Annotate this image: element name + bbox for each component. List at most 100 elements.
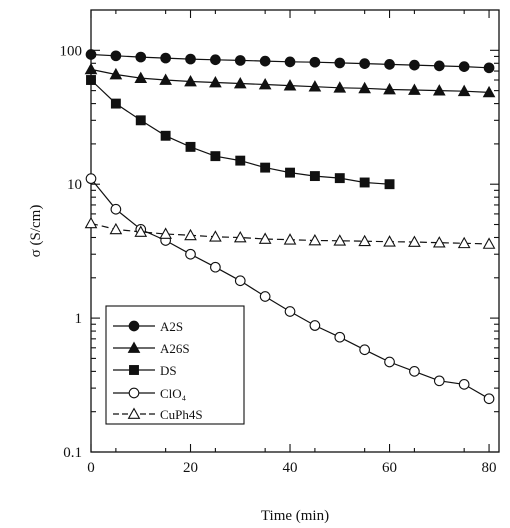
series-cuph4s-point [358, 234, 371, 247]
legend-a26s-label: A26S [160, 341, 190, 356]
series-ds-point [160, 130, 171, 141]
series-a2s-point [110, 50, 122, 62]
y-axis-label: σ (S/cm) [28, 205, 44, 258]
series-a26s-point [209, 75, 222, 88]
series-a2s-point [483, 62, 495, 74]
series-clo-point [384, 356, 395, 368]
series-a2s-point [433, 60, 445, 72]
series-a2s-point [185, 53, 196, 65]
series-cuph4s-point [233, 230, 247, 243]
series-a26s-point [134, 71, 148, 83]
series-a2s-point [210, 54, 221, 66]
series-clo-point [110, 203, 122, 215]
series-clo-point [359, 344, 371, 356]
series-a2s-point [234, 55, 246, 66]
series-a2s-point [359, 58, 371, 69]
series-cuph4s-point [308, 233, 322, 246]
series-clo-point [309, 320, 321, 331]
series-ds-point [110, 98, 121, 109]
series-clo-point [458, 379, 470, 390]
series-a2s-point [160, 52, 171, 64]
y-tick-label: 10 [67, 177, 82, 193]
series-a2s-point [458, 61, 470, 72]
x-tick-label: 0 [87, 460, 95, 476]
series-a26s-point [432, 84, 446, 96]
series-a26s-point [457, 84, 471, 97]
series-cuph4s-point [457, 236, 471, 249]
series-a26s-point [383, 82, 396, 95]
series-a2s-point [259, 55, 271, 67]
series-clo-point [234, 275, 246, 287]
legend-a2s-marker [128, 320, 140, 332]
legend-a2s-label: A2S [160, 319, 183, 334]
series-clo-point [185, 248, 196, 260]
x-axis-label: Time (min) [261, 508, 329, 524]
legend-cuph4s-marker [127, 407, 141, 419]
series-clo-point [334, 331, 346, 343]
x-tick-label: 40 [283, 460, 298, 476]
series-cuph4s-point [333, 234, 347, 246]
series-a2s-point [334, 57, 346, 69]
legend-clo-marker [128, 387, 140, 399]
series-a2s-point [384, 59, 395, 70]
series-cuph4s-point [383, 235, 396, 247]
series-ds-point [384, 179, 395, 190]
series-ds-point [309, 171, 320, 182]
series-clo-point [433, 375, 445, 387]
series-cuph4s-point [408, 235, 421, 247]
legend: A2S A26S DS ClO₄ CuPh4S [105, 305, 245, 425]
series-cuph4s-point [482, 237, 496, 249]
series-a2s-point [409, 59, 420, 71]
legend-ds-marker [129, 365, 139, 375]
series-ds-point [135, 115, 146, 126]
series-cuph4s-point [283, 233, 297, 245]
series-ds-point [260, 162, 271, 173]
series-ds-point [334, 173, 345, 184]
y-tick-label: 100 [60, 43, 83, 59]
series-a26s-point [109, 67, 123, 80]
series-a2s-point [135, 51, 147, 63]
series-clo-point [483, 393, 495, 405]
legend-clo-label: ClO₄ [160, 386, 187, 401]
series-ds-point [359, 177, 370, 188]
series-a26s-point [233, 76, 247, 89]
series-cuph4s-point [432, 236, 446, 248]
series-ds-line [90, 79, 390, 185]
x-tick-label: 80 [482, 460, 497, 476]
series-ds-point [210, 151, 221, 162]
series-a2s-point [85, 49, 97, 60]
series-cuph4s-point [134, 225, 148, 237]
legend-ds-label: DS [160, 363, 177, 378]
series-a26s-point [258, 78, 272, 90]
series-cuph4s-point [84, 216, 98, 229]
axis-ticks: 0 20 40 60 80 0.1 1 10 100 [60, 10, 499, 476]
y-tick-label: 0.1 [63, 445, 82, 461]
series-a26s-point [159, 73, 172, 85]
series-a2s-point [284, 56, 296, 68]
legend-cuph4s-label: CuPh4S [160, 407, 203, 422]
series-clo-point [259, 291, 271, 302]
series-a2s-point [309, 56, 321, 68]
series-ds-point [86, 75, 96, 85]
series-a26s-point [358, 81, 371, 94]
x-tick-label: 60 [382, 460, 397, 476]
series-clo-point [284, 306, 296, 317]
series-ds-point [285, 167, 295, 178]
series-ds-point [185, 141, 196, 152]
series-clo-point [85, 173, 97, 185]
series-markers [84, 49, 496, 405]
series-cuph4s-point [184, 228, 197, 241]
series-a26s-point [482, 85, 496, 98]
series-cuph4s-point [159, 227, 172, 239]
series-a26s-point [283, 79, 297, 91]
series-clo-point [210, 261, 221, 273]
series-ds-point [235, 155, 246, 166]
series-a26s-point [333, 81, 347, 93]
series-clo-point [409, 366, 420, 377]
series-a26s-point [308, 80, 322, 92]
series-a26s-point [408, 83, 421, 95]
x-tick-label: 20 [183, 460, 198, 476]
legend-a26s-marker [127, 341, 141, 353]
y-tick-label: 1 [75, 311, 83, 327]
